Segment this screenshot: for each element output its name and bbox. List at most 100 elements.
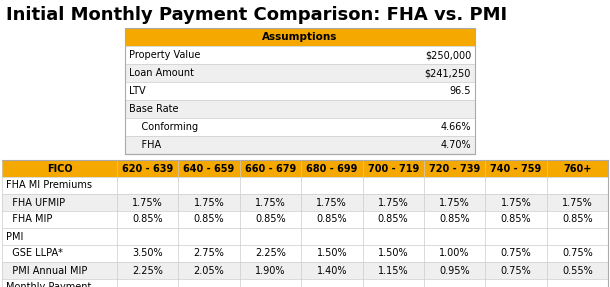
Bar: [547, 262, 608, 279]
Bar: [547, 245, 608, 262]
Bar: [485, 177, 547, 194]
Bar: [362, 160, 424, 177]
Bar: [547, 160, 608, 177]
Bar: [125, 28, 475, 46]
Bar: [362, 177, 424, 194]
Bar: [117, 262, 178, 279]
Bar: [178, 177, 240, 194]
Bar: [301, 228, 362, 245]
Text: 1.75%: 1.75%: [562, 197, 593, 208]
Text: 4.66%: 4.66%: [440, 122, 471, 132]
Text: Monthly Payment: Monthly Payment: [6, 282, 91, 287]
Bar: [362, 262, 424, 279]
Text: 2.05%: 2.05%: [194, 265, 224, 276]
Bar: [2, 279, 117, 287]
Text: FICO: FICO: [47, 164, 73, 174]
Text: 1.75%: 1.75%: [439, 197, 470, 208]
Text: FHA: FHA: [129, 140, 161, 150]
Bar: [362, 279, 424, 287]
Bar: [424, 228, 485, 245]
Bar: [240, 279, 301, 287]
Text: FHA UFMIP: FHA UFMIP: [6, 197, 65, 208]
Bar: [547, 228, 608, 245]
Bar: [485, 211, 547, 228]
Text: 2.25%: 2.25%: [255, 249, 286, 259]
Bar: [301, 245, 362, 262]
Bar: [117, 160, 178, 177]
Bar: [485, 262, 547, 279]
Bar: [178, 228, 240, 245]
Bar: [301, 160, 362, 177]
Text: FHA MI Premiums: FHA MI Premiums: [6, 181, 92, 191]
Bar: [2, 194, 117, 211]
Text: $241,250: $241,250: [425, 68, 471, 78]
Bar: [178, 279, 240, 287]
Bar: [2, 211, 117, 228]
Bar: [547, 177, 608, 194]
Text: 1.75%: 1.75%: [255, 197, 286, 208]
Text: 1.50%: 1.50%: [317, 249, 347, 259]
Bar: [2, 177, 117, 194]
Text: 0.85%: 0.85%: [501, 214, 531, 224]
Text: 3.50%: 3.50%: [132, 249, 163, 259]
Bar: [240, 211, 301, 228]
Text: Property Value: Property Value: [129, 50, 200, 60]
Text: 1.75%: 1.75%: [132, 197, 163, 208]
Text: 0.55%: 0.55%: [562, 265, 593, 276]
Bar: [2, 262, 117, 279]
Text: Initial Monthly Payment Comparison: FHA vs. PMI: Initial Monthly Payment Comparison: FHA …: [6, 6, 507, 24]
Text: 0.85%: 0.85%: [255, 214, 285, 224]
Bar: [117, 177, 178, 194]
Text: 620 - 639: 620 - 639: [122, 164, 173, 174]
Bar: [424, 245, 485, 262]
Text: 0.85%: 0.85%: [194, 214, 224, 224]
Bar: [301, 262, 362, 279]
Bar: [178, 245, 240, 262]
Text: 96.5: 96.5: [450, 86, 471, 96]
Text: 0.85%: 0.85%: [317, 214, 347, 224]
Text: PMI: PMI: [6, 232, 23, 241]
Bar: [125, 136, 475, 154]
Bar: [125, 118, 475, 136]
Text: 1.90%: 1.90%: [255, 265, 285, 276]
Bar: [240, 228, 301, 245]
Bar: [125, 64, 475, 82]
Text: 1.40%: 1.40%: [317, 265, 347, 276]
Bar: [424, 177, 485, 194]
Text: PMI Annual MIP: PMI Annual MIP: [6, 265, 87, 276]
Bar: [240, 262, 301, 279]
Bar: [117, 228, 178, 245]
Text: 700 - 719: 700 - 719: [368, 164, 419, 174]
Bar: [485, 194, 547, 211]
Text: 0.95%: 0.95%: [439, 265, 470, 276]
Text: 1.15%: 1.15%: [378, 265, 409, 276]
Text: Assumptions: Assumptions: [262, 32, 338, 42]
Bar: [240, 194, 301, 211]
Text: 2.25%: 2.25%: [132, 265, 163, 276]
Text: 4.70%: 4.70%: [440, 140, 471, 150]
Bar: [424, 279, 485, 287]
Text: 740 - 759: 740 - 759: [490, 164, 542, 174]
Bar: [301, 279, 362, 287]
Text: Conforming: Conforming: [129, 122, 198, 132]
Text: LTV: LTV: [129, 86, 146, 96]
Text: Loan Amount: Loan Amount: [129, 68, 194, 78]
Bar: [178, 211, 240, 228]
Text: 1.75%: 1.75%: [378, 197, 409, 208]
Bar: [178, 262, 240, 279]
Bar: [301, 194, 362, 211]
Text: 0.85%: 0.85%: [439, 214, 470, 224]
Bar: [547, 279, 608, 287]
Text: GSE LLPA*: GSE LLPA*: [6, 249, 63, 259]
Bar: [125, 100, 475, 118]
Bar: [117, 194, 178, 211]
Text: 2.75%: 2.75%: [193, 249, 224, 259]
Bar: [424, 160, 485, 177]
Bar: [240, 245, 301, 262]
Bar: [2, 160, 117, 177]
Bar: [117, 279, 178, 287]
Text: 0.75%: 0.75%: [501, 249, 531, 259]
Bar: [547, 194, 608, 211]
Bar: [240, 177, 301, 194]
Text: $250,000: $250,000: [425, 50, 471, 60]
